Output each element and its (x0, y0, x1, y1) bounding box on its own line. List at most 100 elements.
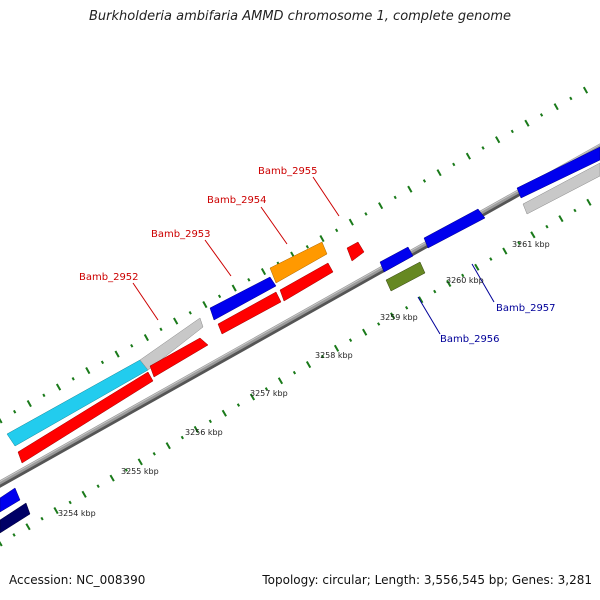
inner-tick-mark (277, 377, 284, 385)
feature-blue-right-upper[interactable] (516, 146, 600, 199)
inner-tick-mark (530, 231, 536, 239)
outer-tick-track (0, 86, 589, 424)
inner-tick-mark (208, 419, 212, 424)
outer-tick-mark (202, 301, 208, 309)
inner-tick-mark (12, 533, 16, 537)
map-title: Burkholderia ambifaria AMMD chromosome 1… (88, 9, 512, 24)
inner-tick-mark (249, 393, 256, 401)
outer-tick-mark (436, 169, 442, 177)
inner-tick-mark (180, 435, 184, 440)
inner-tick-mark (558, 215, 564, 223)
inner-tick-mark (545, 224, 549, 229)
outer-tick-mark (422, 179, 427, 183)
feature-blue-arrow-b[interactable] (423, 208, 486, 249)
outer-tick-mark (495, 136, 501, 144)
outer-tick-mark (348, 218, 354, 226)
outer-tick-mark (143, 334, 149, 342)
gene-label-bamb-2953[interactable]: Bamb_2953 (151, 229, 211, 240)
inner-tick-mark (517, 241, 521, 245)
gene-label-bamb-2956[interactable]: Bamb_2956 (440, 334, 500, 345)
feature-red-arrow-4[interactable] (279, 262, 334, 302)
feature-olive-block[interactable] (385, 261, 426, 292)
outer-tick-mark (319, 235, 325, 243)
outer-tick-mark (71, 377, 75, 381)
feature-blue-block[interactable] (209, 276, 277, 321)
gene-label-bamb-2952[interactable]: Bamb_2952 (79, 272, 139, 283)
outer-tick-mark (173, 317, 179, 325)
gene-label-bamb-2954[interactable]: Bamb_2954 (207, 195, 267, 206)
outer-tick-mark (569, 96, 573, 101)
inner-tick-mark (446, 279, 452, 287)
outer-tick-mark (42, 393, 46, 398)
inner-tick-mark (502, 247, 508, 255)
tick-label-3261: 3261 kbp (512, 240, 550, 249)
feature-orange-block[interactable] (269, 241, 328, 284)
inner-tick-mark (348, 338, 353, 342)
inner-tick-mark (68, 500, 72, 505)
inner-tick-mark (81, 490, 87, 498)
tick-label-3255: 3255 kbp (121, 467, 159, 476)
feature-red-long-arrow[interactable] (17, 371, 154, 464)
gene-labels: Bamb_2952 Bamb_2953 Bamb_2954 Bamb_2955 … (79, 166, 556, 345)
lower-strand-features (0, 208, 486, 534)
gene-label-bamb-2955[interactable]: Bamb_2955 (258, 166, 318, 177)
inner-tick-mark (418, 296, 424, 304)
inner-tick-mark (193, 425, 199, 433)
feature-blue-left-edge[interactable] (0, 487, 21, 513)
inner-tick-mark (96, 484, 100, 488)
inner-tick-mark (390, 312, 396, 320)
outer-tick-mark (100, 360, 105, 365)
outer-tick-mark (582, 86, 589, 94)
inner-tick-mark (137, 458, 143, 466)
feature-red-small-block[interactable] (346, 241, 365, 262)
inner-tick-mark (461, 273, 465, 278)
outer-tick-mark (85, 367, 91, 375)
inner-tick-mark (362, 328, 368, 336)
outer-tick-mark (510, 129, 514, 134)
chromosome-backbone (0, 143, 600, 488)
inner-tick-mark (320, 354, 325, 359)
inner-tick-mark (305, 361, 312, 369)
tick-label-3260: 3260 kbp (446, 276, 484, 285)
inner-tick-mark (573, 208, 577, 213)
accession-text: Accession: NC_008390 (9, 573, 146, 587)
outer-tick-mark (407, 185, 413, 193)
inner-tick-mark (25, 523, 31, 531)
inner-tick-mark (489, 257, 493, 261)
inner-tick-mark (124, 468, 128, 472)
feature-gray-right[interactable] (522, 162, 600, 215)
inner-tick-mark (264, 387, 269, 391)
outer-tick-mark (524, 119, 530, 127)
kbp-tick-labels: 3254 kbp 3255 kbp 3256 kbp 3257 kbp 3258… (58, 240, 550, 518)
outer-tick-mark (364, 212, 368, 216)
outer-tick-mark (378, 202, 384, 210)
tick-label-3258: 3258 kbp (315, 351, 353, 360)
inner-tick-mark (405, 306, 409, 310)
tick-label-3256: 3256 kbp (185, 428, 223, 437)
outer-tick-mark (452, 162, 456, 167)
outer-tick-mark (539, 113, 544, 117)
outer-tick-mark (0, 417, 3, 424)
outer-tick-mark (553, 103, 559, 111)
upper-strand-features (6, 146, 600, 447)
inner-tick-mark (40, 516, 44, 521)
outer-tick-mark (231, 284, 237, 292)
feature-navy-left-edge[interactable] (0, 502, 31, 534)
inner-tick-mark (586, 198, 592, 206)
feature-gray-block[interactable] (139, 317, 204, 371)
outer-tick-mark (465, 152, 471, 160)
feature-red-arrow-2[interactable] (149, 337, 209, 378)
gene-callout-lines (132, 176, 495, 335)
outer-tick-mark (217, 294, 222, 299)
feature-blue-arrow-a[interactable] (379, 246, 414, 273)
outer-tick-mark (159, 327, 163, 332)
gene-label-bamb-2957[interactable]: Bamb_2957 (496, 303, 556, 314)
outer-tick-mark (260, 268, 267, 276)
outer-tick-mark (393, 195, 397, 200)
feature-red-arrow-3[interactable] (217, 291, 282, 335)
inner-tick-mark (474, 263, 480, 271)
inner-tick-mark (236, 403, 241, 407)
inner-tick-track (0, 198, 592, 547)
